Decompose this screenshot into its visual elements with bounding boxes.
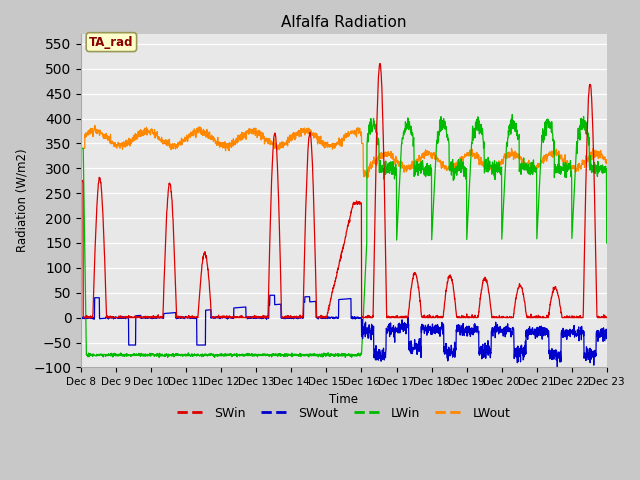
- SWin: [77, 176, 85, 182]
- LWin: [359, 318, 367, 324]
- LWin: [557, 171, 564, 177]
- SWin: [603, 315, 611, 321]
- SWin: [371, 230, 378, 236]
- SWout: [371, 353, 378, 359]
- SWout: [224, 315, 232, 321]
- LWout: [224, 141, 232, 146]
- Y-axis label: Radiation (W/m2): Radiation (W/m2): [15, 149, 28, 252]
- LWout: [572, 169, 579, 175]
- SWin: [359, 315, 367, 321]
- Text: TA_rad: TA_rad: [89, 36, 134, 48]
- Title: Alfalfa Radiation: Alfalfa Radiation: [281, 15, 407, 30]
- LWin: [508, 112, 516, 118]
- Line: LWout: LWout: [81, 125, 607, 178]
- LWout: [359, 141, 367, 146]
- SWout: [557, 353, 564, 359]
- Line: LWin: LWin: [81, 115, 607, 358]
- Legend: SWin, SWout, LWin, LWout: SWin, SWout, LWin, LWout: [172, 402, 516, 424]
- LWout: [557, 156, 564, 162]
- SWin: [557, 305, 564, 311]
- SWout: [554, 364, 561, 370]
- LWin: [572, 168, 579, 174]
- LWin: [77, 145, 85, 151]
- LWin: [371, 123, 378, 129]
- SWout: [359, 331, 367, 336]
- SWin: [497, 314, 505, 320]
- LWout: [371, 160, 379, 166]
- LWout: [364, 175, 371, 181]
- SWin: [80, 315, 88, 321]
- SWout: [77, 314, 85, 320]
- SWin: [572, 314, 579, 320]
- SWout: [497, 329, 504, 335]
- SWout: [603, 334, 611, 340]
- LWin: [224, 352, 232, 358]
- SWin: [224, 315, 232, 321]
- LWout: [497, 162, 505, 168]
- Line: SWin: SWin: [81, 63, 607, 318]
- SWin: [376, 60, 384, 66]
- Line: SWout: SWout: [81, 295, 607, 367]
- LWin: [497, 166, 504, 172]
- LWout: [77, 145, 85, 151]
- SWout: [266, 292, 274, 298]
- X-axis label: Time: Time: [330, 393, 358, 406]
- LWin: [603, 240, 611, 246]
- LWin: [342, 355, 349, 360]
- LWout: [603, 157, 611, 163]
- SWout: [572, 331, 579, 337]
- LWout: [91, 122, 99, 128]
